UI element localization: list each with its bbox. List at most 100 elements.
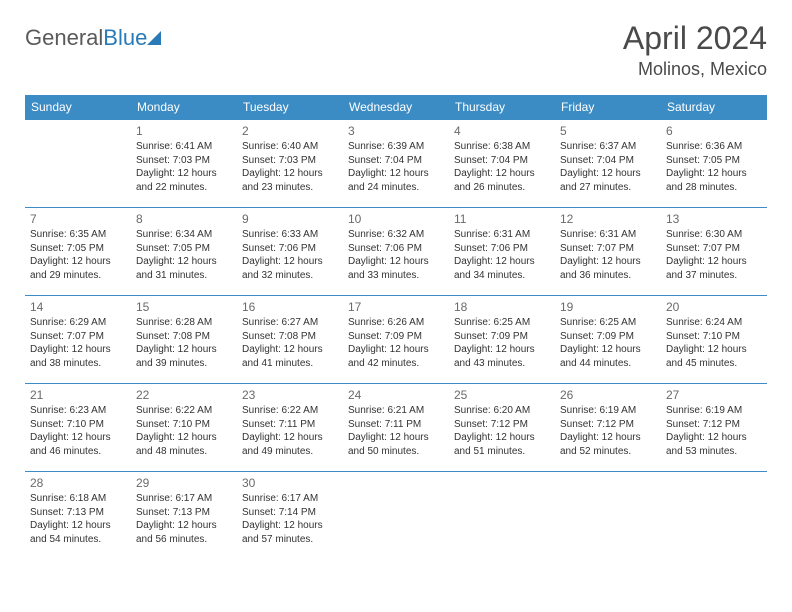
calendar-table: Sunday Monday Tuesday Wednesday Thursday…: [25, 95, 767, 560]
sunrise-text: Sunrise: 6:38 AM: [454, 140, 550, 154]
daylight-text: Daylight: 12 hours: [348, 343, 444, 357]
daylight-text: and 37 minutes.: [666, 269, 762, 283]
daylight-text: and 44 minutes.: [560, 357, 656, 371]
sunrise-text: Sunrise: 6:19 AM: [666, 404, 762, 418]
daylight-text: Daylight: 12 hours: [666, 167, 762, 181]
calendar-week-row: 1Sunrise: 6:41 AMSunset: 7:03 PMDaylight…: [25, 120, 767, 208]
calendar-cell: [555, 472, 661, 560]
day-number: 12: [560, 211, 656, 227]
sunrise-text: Sunrise: 6:22 AM: [136, 404, 232, 418]
daylight-text: and 31 minutes.: [136, 269, 232, 283]
calendar-cell: 4Sunrise: 6:38 AMSunset: 7:04 PMDaylight…: [449, 120, 555, 208]
sunset-text: Sunset: 7:08 PM: [136, 330, 232, 344]
sunrise-text: Sunrise: 6:28 AM: [136, 316, 232, 330]
daylight-text: Daylight: 12 hours: [30, 519, 126, 533]
daylight-text: and 23 minutes.: [242, 181, 338, 195]
day-number: 25: [454, 387, 550, 403]
day-number: 9: [242, 211, 338, 227]
day-number: 7: [30, 211, 126, 227]
sunset-text: Sunset: 7:10 PM: [30, 418, 126, 432]
day-number: 23: [242, 387, 338, 403]
sunset-text: Sunset: 7:09 PM: [454, 330, 550, 344]
day-number: 26: [560, 387, 656, 403]
daylight-text: and 39 minutes.: [136, 357, 232, 371]
daylight-text: and 52 minutes.: [560, 445, 656, 459]
day-number: 14: [30, 299, 126, 315]
sunrise-text: Sunrise: 6:40 AM: [242, 140, 338, 154]
calendar-cell: 6Sunrise: 6:36 AMSunset: 7:05 PMDaylight…: [661, 120, 767, 208]
day-number: 24: [348, 387, 444, 403]
calendar-week-row: 14Sunrise: 6:29 AMSunset: 7:07 PMDayligh…: [25, 296, 767, 384]
daylight-text: Daylight: 12 hours: [242, 343, 338, 357]
day-number: 20: [666, 299, 762, 315]
sunrise-text: Sunrise: 6:33 AM: [242, 228, 338, 242]
sunrise-text: Sunrise: 6:36 AM: [666, 140, 762, 154]
daylight-text: Daylight: 12 hours: [560, 167, 656, 181]
sunset-text: Sunset: 7:09 PM: [560, 330, 656, 344]
sunrise-text: Sunrise: 6:34 AM: [136, 228, 232, 242]
sunrise-text: Sunrise: 6:32 AM: [348, 228, 444, 242]
calendar-cell: 26Sunrise: 6:19 AMSunset: 7:12 PMDayligh…: [555, 384, 661, 472]
month-title: April 2024: [623, 20, 767, 57]
daylight-text: Daylight: 12 hours: [136, 343, 232, 357]
daylight-text: Daylight: 12 hours: [30, 431, 126, 445]
day-number: 22: [136, 387, 232, 403]
calendar-cell: 25Sunrise: 6:20 AMSunset: 7:12 PMDayligh…: [449, 384, 555, 472]
location: Molinos, Mexico: [623, 59, 767, 80]
daylight-text: and 54 minutes.: [30, 533, 126, 547]
daylight-text: Daylight: 12 hours: [666, 255, 762, 269]
calendar-cell: 13Sunrise: 6:30 AMSunset: 7:07 PMDayligh…: [661, 208, 767, 296]
calendar-cell: 14Sunrise: 6:29 AMSunset: 7:07 PMDayligh…: [25, 296, 131, 384]
daylight-text: and 46 minutes.: [30, 445, 126, 459]
daylight-text: and 32 minutes.: [242, 269, 338, 283]
day-number: 2: [242, 123, 338, 139]
daylight-text: Daylight: 12 hours: [560, 255, 656, 269]
daylight-text: and 28 minutes.: [666, 181, 762, 195]
daylight-text: and 51 minutes.: [454, 445, 550, 459]
calendar-cell: 9Sunrise: 6:33 AMSunset: 7:06 PMDaylight…: [237, 208, 343, 296]
calendar-cell: 29Sunrise: 6:17 AMSunset: 7:13 PMDayligh…: [131, 472, 237, 560]
sunset-text: Sunset: 7:03 PM: [136, 154, 232, 168]
day-number: 5: [560, 123, 656, 139]
calendar-cell: 7Sunrise: 6:35 AMSunset: 7:05 PMDaylight…: [25, 208, 131, 296]
calendar-cell: 17Sunrise: 6:26 AMSunset: 7:09 PMDayligh…: [343, 296, 449, 384]
daylight-text: and 26 minutes.: [454, 181, 550, 195]
sunset-text: Sunset: 7:11 PM: [242, 418, 338, 432]
daylight-text: Daylight: 12 hours: [30, 255, 126, 269]
weekday-header-row: Sunday Monday Tuesday Wednesday Thursday…: [25, 95, 767, 120]
day-number: 8: [136, 211, 232, 227]
daylight-text: and 22 minutes.: [136, 181, 232, 195]
sunrise-text: Sunrise: 6:39 AM: [348, 140, 444, 154]
calendar-week-row: 7Sunrise: 6:35 AMSunset: 7:05 PMDaylight…: [25, 208, 767, 296]
calendar-cell: [661, 472, 767, 560]
calendar-cell: 19Sunrise: 6:25 AMSunset: 7:09 PMDayligh…: [555, 296, 661, 384]
sunset-text: Sunset: 7:04 PM: [454, 154, 550, 168]
sunrise-text: Sunrise: 6:18 AM: [30, 492, 126, 506]
daylight-text: Daylight: 12 hours: [136, 167, 232, 181]
day-number: 19: [560, 299, 656, 315]
calendar-cell: 16Sunrise: 6:27 AMSunset: 7:08 PMDayligh…: [237, 296, 343, 384]
sunrise-text: Sunrise: 6:17 AM: [242, 492, 338, 506]
daylight-text: Daylight: 12 hours: [666, 431, 762, 445]
day-number: 3: [348, 123, 444, 139]
daylight-text: and 50 minutes.: [348, 445, 444, 459]
sunset-text: Sunset: 7:06 PM: [242, 242, 338, 256]
calendar-cell: 10Sunrise: 6:32 AMSunset: 7:06 PMDayligh…: [343, 208, 449, 296]
sunrise-text: Sunrise: 6:37 AM: [560, 140, 656, 154]
sunset-text: Sunset: 7:12 PM: [560, 418, 656, 432]
day-number: 29: [136, 475, 232, 491]
daylight-text: and 34 minutes.: [454, 269, 550, 283]
daylight-text: Daylight: 12 hours: [666, 343, 762, 357]
daylight-text: Daylight: 12 hours: [454, 343, 550, 357]
daylight-text: and 24 minutes.: [348, 181, 444, 195]
daylight-text: Daylight: 12 hours: [30, 343, 126, 357]
calendar-cell: 30Sunrise: 6:17 AMSunset: 7:14 PMDayligh…: [237, 472, 343, 560]
daylight-text: Daylight: 12 hours: [560, 431, 656, 445]
calendar-cell: 2Sunrise: 6:40 AMSunset: 7:03 PMDaylight…: [237, 120, 343, 208]
daylight-text: Daylight: 12 hours: [348, 431, 444, 445]
daylight-text: Daylight: 12 hours: [136, 431, 232, 445]
day-number: 6: [666, 123, 762, 139]
sunrise-text: Sunrise: 6:41 AM: [136, 140, 232, 154]
sunrise-text: Sunrise: 6:23 AM: [30, 404, 126, 418]
calendar-cell: 18Sunrise: 6:25 AMSunset: 7:09 PMDayligh…: [449, 296, 555, 384]
